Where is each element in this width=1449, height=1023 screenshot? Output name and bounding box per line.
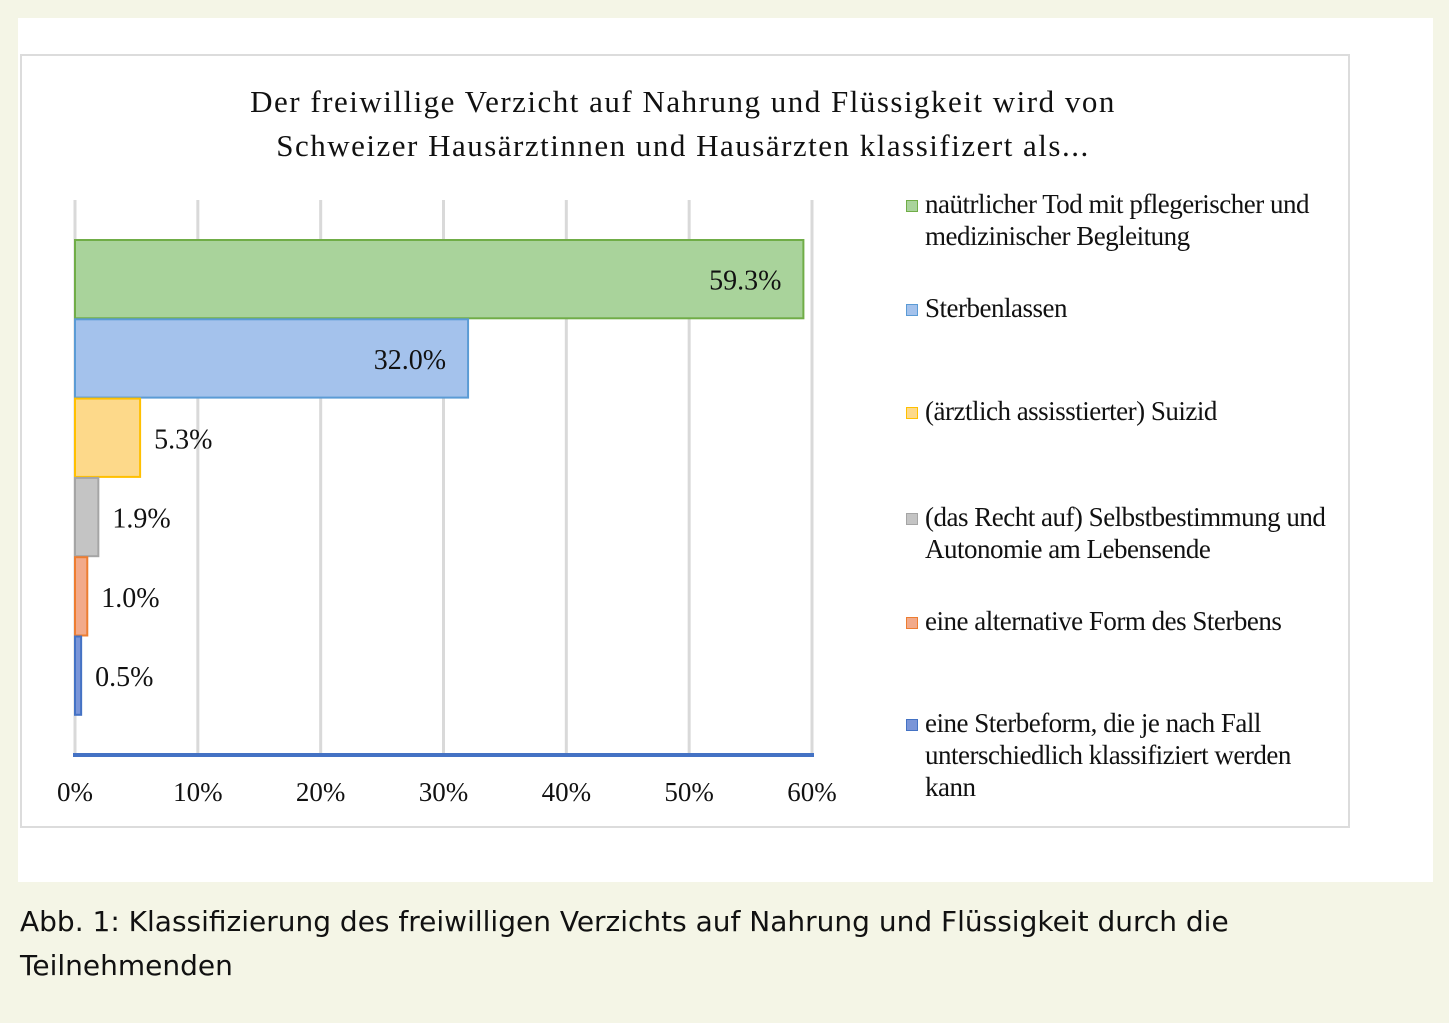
legend-label: (ärztlich assisstierter) Suizid xyxy=(925,396,1217,426)
chart-title: Der freiwillige Verzicht auf Nahrung und… xyxy=(0,80,1366,168)
bar xyxy=(74,476,100,558)
chart-title-line-1: Der freiwillige Verzicht auf Nahrung und… xyxy=(250,84,1116,119)
x-tick-label: 60% xyxy=(787,777,837,807)
legend-item: eine Sterbeform, die je nach Fall unters… xyxy=(906,707,1345,803)
chart-title-line-2: Schweizer Hausärztinnen und Hausärzten k… xyxy=(276,128,1090,163)
legend-label: (das Recht auf) Selbstbestimmung und Aut… xyxy=(925,502,1326,564)
x-tick-label: 10% xyxy=(173,777,223,807)
x-tick-label: 20% xyxy=(296,777,346,807)
data-label: 5.3% xyxy=(154,424,212,455)
legend-swatch-icon xyxy=(906,617,918,629)
legend-swatch-icon xyxy=(906,200,918,212)
x-tick-label: 40% xyxy=(542,777,592,807)
legend-item: naütrlicher Tod mit pflegerischer und me… xyxy=(906,188,1345,252)
legend-item: (das Recht auf) Selbstbestimmung und Aut… xyxy=(906,501,1345,565)
x-tick-label: 30% xyxy=(419,777,469,807)
data-label: 1.9% xyxy=(112,504,170,535)
data-label: 0.5% xyxy=(95,662,153,693)
legend-label: naütrlicher Tod mit pflegerischer und me… xyxy=(925,189,1309,251)
legend-label: eine alternative Form des Sterbens xyxy=(925,606,1282,636)
legend-label: eine Sterbeform, die je nach Fall unters… xyxy=(925,708,1291,802)
legend-swatch-icon xyxy=(906,304,918,316)
data-label: 1.0% xyxy=(101,583,159,614)
bar xyxy=(74,397,142,478)
legend-item: Sterbenlassen xyxy=(906,292,1345,324)
data-label: 59.3% xyxy=(709,266,781,297)
legend-label: Sterbenlassen xyxy=(925,293,1067,323)
bar xyxy=(74,239,805,320)
chart-frame xyxy=(20,54,1350,828)
x-tick-label: 0% xyxy=(57,777,93,807)
legend-swatch-icon xyxy=(906,407,918,419)
bar xyxy=(74,556,89,637)
legend-swatch-icon xyxy=(906,719,918,731)
figure-caption: Abb. 1: Klassifizierung des freiwilligen… xyxy=(20,905,1229,982)
legend-swatch-icon xyxy=(906,513,918,525)
legend-item: (ärztlich assisstierter) Suizid xyxy=(906,395,1345,427)
bar xyxy=(74,318,470,399)
bar xyxy=(74,635,83,716)
data-label: 32.0% xyxy=(374,345,446,376)
x-tick-label: 50% xyxy=(664,777,714,807)
legend-item: eine alternative Form des Sterbens xyxy=(906,605,1345,637)
